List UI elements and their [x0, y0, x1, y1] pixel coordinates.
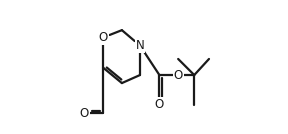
Text: O: O: [80, 107, 89, 120]
Text: O: O: [98, 31, 108, 44]
Text: N: N: [136, 39, 144, 52]
Text: O: O: [155, 98, 164, 111]
Text: O: O: [174, 68, 183, 82]
